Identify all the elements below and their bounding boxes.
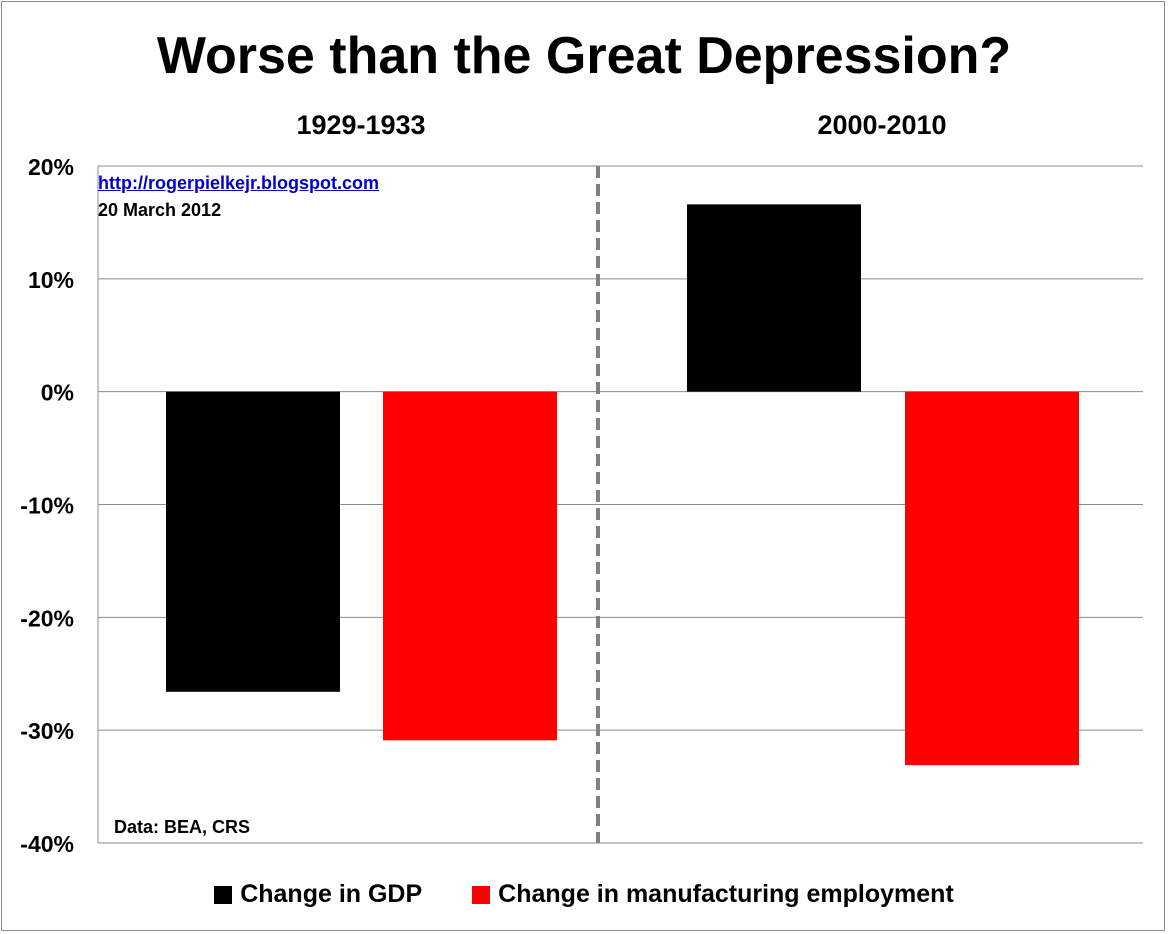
y-tick-label: 20% [28, 154, 74, 180]
legend-swatch-gdp [214, 885, 233, 904]
legend-swatch-manufacturing [472, 885, 491, 904]
bar-manufacturing-1929-1933 [383, 391, 557, 741]
bar-gdp-2000-2010 [687, 204, 861, 392]
group-label-1929-1933: 1929-1933 [296, 110, 426, 140]
legend-item-gdp: Change in GDP [214, 880, 422, 909]
bar-gdp-1929-1933 [166, 391, 340, 692]
legend-item-manufacturing: Change in manufacturing employment [472, 880, 954, 909]
y-tick-label: -40% [20, 831, 74, 857]
group-label-2000-2010: 2000-2010 [817, 110, 947, 140]
legend-label-manufacturing: Change in manufacturing employment [498, 880, 954, 908]
y-tick-label: -10% [20, 493, 74, 519]
source-link[interactable]: http://rogerpielkejr.blogspot.com [98, 173, 380, 193]
data-source-note: Data: BEA, CRS [114, 817, 251, 837]
legend-label-gdp: Change in GDP [240, 880, 423, 908]
bar-manufacturing-2000-2010 [905, 391, 1079, 766]
legend: Change in GDP Change in manufacturing em… [0, 880, 1168, 909]
chart-title: Worse than the Great Depression? [156, 27, 1012, 85]
date-note: 20 March 2012 [98, 200, 222, 220]
y-tick-label: 0% [41, 380, 74, 406]
y-tick-label: -20% [20, 605, 74, 631]
y-tick-label: -30% [20, 718, 74, 744]
y-tick-label: 10% [28, 267, 74, 293]
